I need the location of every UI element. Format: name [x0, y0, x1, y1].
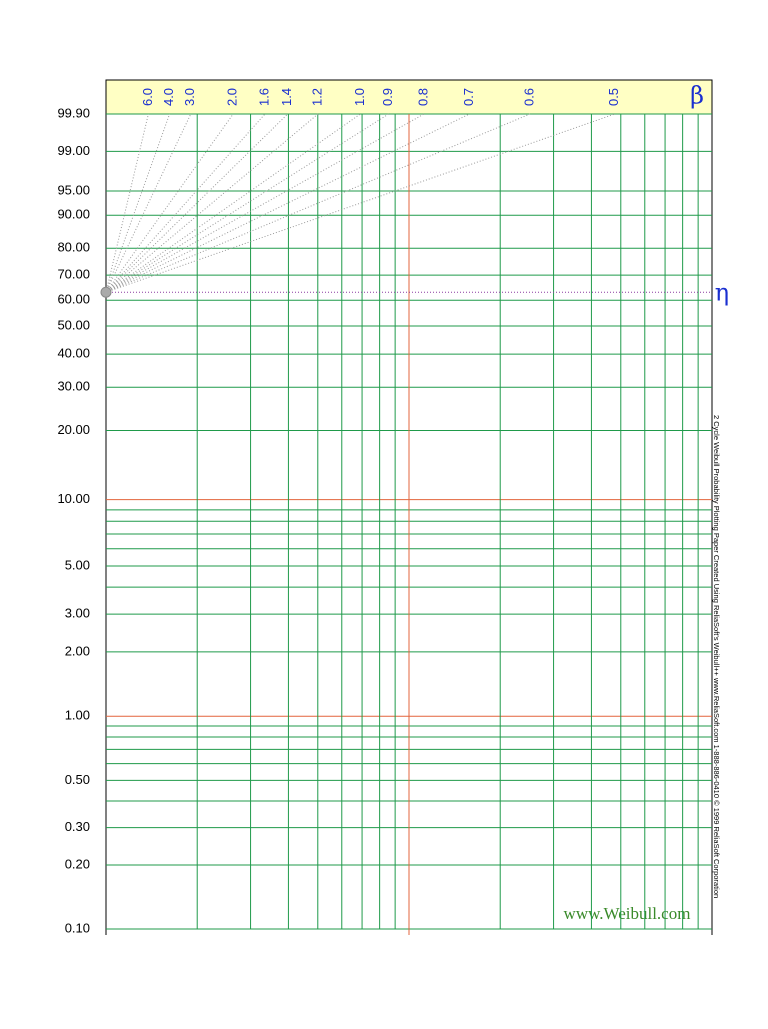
y-tick-label: 99.90: [57, 105, 90, 120]
beta-label: 0.6: [521, 88, 536, 106]
beta-label: 0.5: [606, 88, 621, 106]
beta-label: 4.0: [161, 88, 176, 106]
y-tick-label: 60.00: [57, 292, 90, 307]
y-tick-label: 5.00: [65, 557, 90, 572]
beta-label: 1.2: [309, 88, 324, 106]
eta-pivot: [100, 286, 112, 298]
beta-label: 3.0: [182, 88, 197, 106]
y-tick-label: 99.00: [57, 143, 90, 158]
beta-label: 1.0: [352, 88, 367, 106]
y-tick-label: 20.00: [57, 422, 90, 437]
beta-guide: [105, 113, 266, 293]
y-tick-label: 10.00: [57, 491, 90, 506]
beta-label: 1.6: [256, 88, 271, 106]
eta-symbol: η: [715, 279, 729, 307]
beta-guide: [105, 113, 289, 293]
beta-symbol: β: [690, 82, 704, 110]
beta-guide: [105, 113, 192, 293]
y-tick-label: 90.00: [57, 207, 90, 222]
y-tick-label: 30.00: [57, 379, 90, 394]
beta-guide: [105, 113, 234, 293]
beta-label: 0.8: [415, 88, 430, 106]
beta-guide: [105, 113, 389, 293]
beta-label: 6.0: [140, 88, 155, 106]
y-tick-label: 3.00: [65, 606, 90, 621]
y-tick-label: 0.50: [65, 772, 90, 787]
beta-label: 2.0: [225, 88, 240, 106]
beta-guide: [105, 113, 425, 293]
y-tick-label: 2.00: [65, 643, 90, 658]
y-tick-label: 80.00: [57, 240, 90, 255]
beta-guide: [105, 113, 615, 293]
y-tick-label: 1.00: [65, 708, 90, 723]
y-tick-label: 0.30: [65, 819, 90, 834]
beta-guide: [105, 113, 149, 293]
beta-label: 1.4: [279, 88, 294, 106]
beta-band: [105, 79, 713, 115]
beta-guide: [105, 113, 470, 293]
side-note: 2 Cycle Weibull Probability Plotting Pap…: [712, 415, 721, 898]
y-tick-label: 0.10: [65, 920, 90, 935]
beta-guide: [105, 113, 319, 293]
y-tick-label: 0.20: [65, 856, 90, 871]
beta-label: 0.9: [380, 88, 395, 106]
watermark: www.Weibull.com: [564, 904, 691, 923]
beta-guide: [105, 113, 361, 293]
y-tick-label: 50.00: [57, 317, 90, 332]
y-tick-label: 40.00: [57, 346, 90, 361]
y-tick-label: 70.00: [57, 267, 90, 282]
beta-label: 0.7: [461, 88, 476, 106]
y-tick-label: 95.00: [57, 182, 90, 197]
